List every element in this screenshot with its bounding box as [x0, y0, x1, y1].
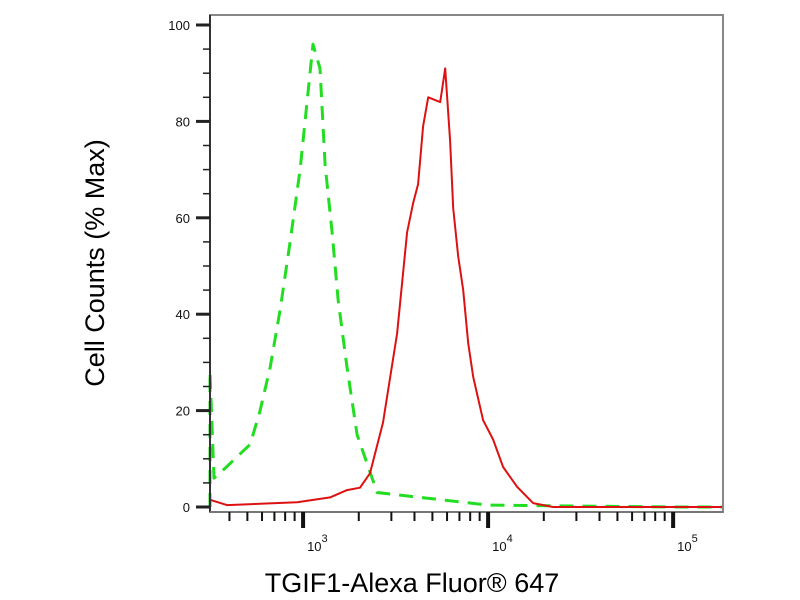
- tick-exponent: 3: [322, 533, 328, 545]
- x-tick-label: 103: [307, 533, 328, 554]
- y-tick-label: 100: [168, 18, 190, 33]
- x-axis-title: TGIF1-Alexa Fluor® 647: [265, 568, 560, 598]
- y-axis-title: Cell Counts (% Max): [80, 139, 110, 387]
- tick-base: 10: [492, 539, 506, 554]
- y-tick-label: 60: [176, 211, 190, 226]
- y-tick-label: 0: [183, 500, 190, 515]
- y-tick-label: 20: [176, 404, 190, 419]
- tick-base: 10: [677, 539, 691, 554]
- y-tick-label: 40: [176, 307, 190, 322]
- tick-exponent: 4: [507, 533, 513, 545]
- y-tick-label: 80: [176, 114, 190, 129]
- control-histogram-line: [208, 42, 723, 509]
- x-tick-label: 105: [677, 533, 698, 554]
- tick-exponent: 5: [692, 533, 698, 545]
- sample-histogram-line: [209, 67, 723, 508]
- x-tick-label: 104: [492, 533, 513, 554]
- tick-base: 10: [307, 539, 321, 554]
- plot-marks: [208, 42, 723, 509]
- plot-frame: [209, 14, 724, 513]
